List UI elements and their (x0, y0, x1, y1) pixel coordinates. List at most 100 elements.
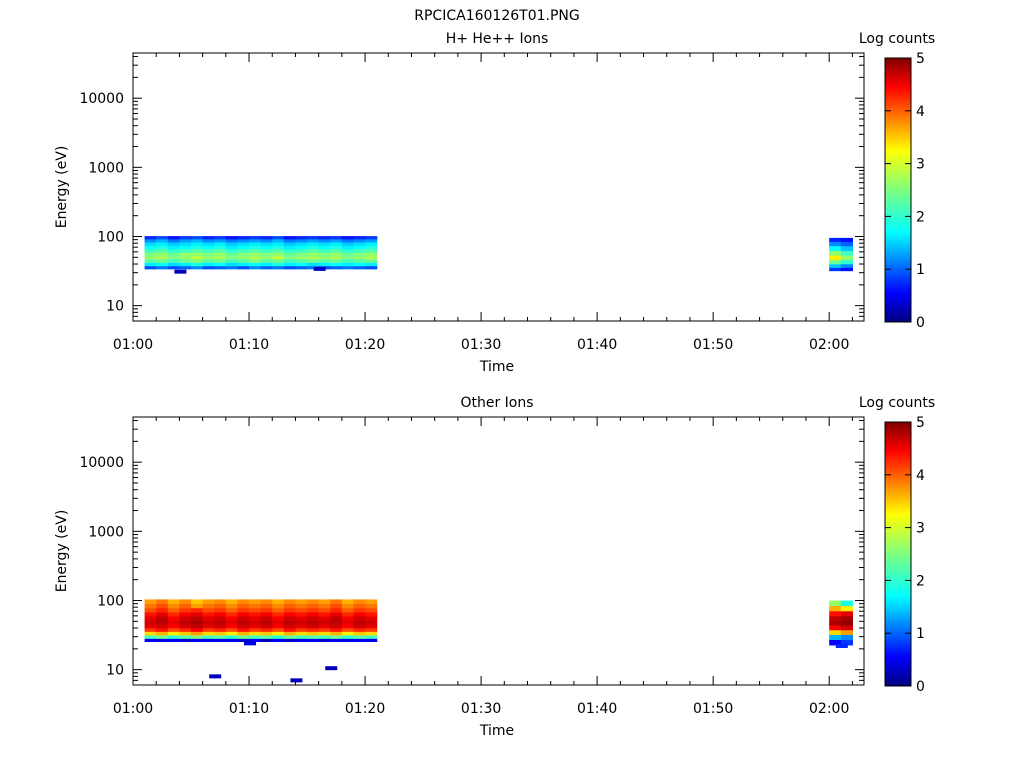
heatmap-cell (341, 638, 355, 642)
heatmap-cell (167, 241, 181, 246)
heatmap-cell (237, 241, 250, 246)
heatmap-cell (330, 634, 343, 639)
heatmap-cell (295, 619, 308, 625)
heatmap-cell (318, 252, 331, 257)
heatmap-cell (365, 619, 378, 625)
heatmap-cell (307, 603, 320, 609)
heatmap-cell (144, 638, 157, 642)
heatmap-cell (202, 627, 215, 632)
x-tick-label: 01:20 (345, 337, 385, 353)
x-axis-ticks: 01:00 01:10 01:20 01:30 01:40 01:50 02:00 (113, 53, 853, 353)
heatmap-cell (214, 607, 227, 613)
heatmap-cell (144, 634, 157, 639)
heatmap-cell (191, 607, 204, 613)
heatmap-cell (307, 611, 320, 617)
heatmap-cell (214, 262, 227, 267)
heatmap-cell (283, 603, 297, 609)
heatmap-cell (272, 603, 285, 609)
heatmap-cell (330, 236, 343, 240)
heatmap-cell (295, 241, 308, 246)
heatmap-cell (179, 634, 192, 639)
x-tick-label: 01:20 (345, 701, 385, 717)
heatmap-cell (330, 238, 343, 243)
heatmap-cell (318, 603, 331, 609)
heatmap-cell (179, 599, 192, 604)
heatmap-cell (341, 607, 355, 613)
heatmap-cell (272, 627, 285, 632)
heatmap-cell (225, 611, 239, 617)
heatmap-cell (260, 619, 273, 625)
heatmap-cell (249, 599, 262, 604)
heatmap-cell (341, 623, 355, 629)
heatmap-cell (179, 265, 192, 270)
heatmap-cell (191, 236, 204, 240)
heatmap-cell (167, 631, 181, 636)
heatmap-cell (225, 603, 239, 609)
heatmap-cell (295, 252, 308, 257)
heatmap-cell (237, 245, 250, 250)
heatmap-cell (353, 262, 366, 267)
heatmap-cell (202, 255, 215, 260)
heatmap-cell (318, 262, 331, 267)
panel-title: Other Ions (460, 395, 533, 411)
heatmap-cell (260, 252, 273, 257)
heatmap-cell (341, 611, 355, 617)
y-axis-label: Energy (eV) (54, 510, 70, 593)
heatmap-cell (156, 623, 169, 629)
x-tick-label: 01:30 (461, 337, 501, 353)
heatmap-cell (341, 248, 355, 253)
heatmap-cell (191, 248, 204, 253)
heatmap-cell (167, 603, 181, 609)
heatmap-cell (260, 265, 273, 270)
heatmap-cell (225, 262, 239, 267)
heatmap-cell (144, 607, 157, 613)
heatmap-cell (144, 262, 157, 267)
heatmap-cell (365, 255, 378, 260)
heatmap-cell (167, 638, 181, 642)
heatmap-cell (249, 241, 262, 246)
heatmap-cell (249, 611, 262, 617)
colorbar (884, 57, 912, 323)
heatmap-cell (295, 599, 308, 604)
heatmap-point (244, 641, 257, 646)
heatmap-cell (272, 248, 285, 253)
heatmap-cell (840, 250, 853, 256)
heatmap-cell (840, 624, 853, 631)
heatmap-cell (179, 255, 192, 260)
heatmap-cell (307, 638, 320, 642)
heatmap-cell (167, 619, 181, 625)
heatmap-cell (353, 627, 366, 632)
heatmap-cell (179, 262, 192, 267)
colorbar-ticks: 0 1 2 3 4 5 (885, 415, 925, 695)
heatmap-cell (318, 241, 331, 246)
heatmap-cell (283, 619, 297, 625)
heatmap-cell (179, 627, 192, 632)
heatmap-cell (144, 611, 157, 617)
heatmap-cell (260, 258, 273, 263)
heatmap-point (313, 266, 326, 271)
heatmap-cell (202, 611, 215, 617)
heatmap-cell (307, 241, 320, 246)
y-tick-label: 10 (106, 663, 124, 679)
heatmap-cell (167, 607, 181, 613)
heatmap-cell (167, 634, 181, 639)
heatmap-cell (214, 603, 227, 609)
heatmap-cell (295, 603, 308, 609)
heatmap-cell (214, 619, 227, 625)
heatmap-cell (840, 259, 853, 265)
heatmap-cell (295, 258, 308, 263)
heatmap-cell (353, 623, 366, 629)
heatmap-point (290, 678, 303, 683)
heatmap-cell (307, 238, 320, 243)
heatmap-cell (272, 241, 285, 246)
heatmap-cell (365, 252, 378, 257)
heatmap-cell (202, 258, 215, 263)
heatmap-cell (260, 245, 273, 250)
heatmap-cell (214, 638, 227, 642)
heatmap-cell (330, 638, 343, 642)
heatmap-cell (283, 634, 297, 639)
heatmap-cell (318, 255, 331, 260)
heatmap-cell (202, 615, 215, 621)
heatmap-cell (237, 258, 250, 263)
